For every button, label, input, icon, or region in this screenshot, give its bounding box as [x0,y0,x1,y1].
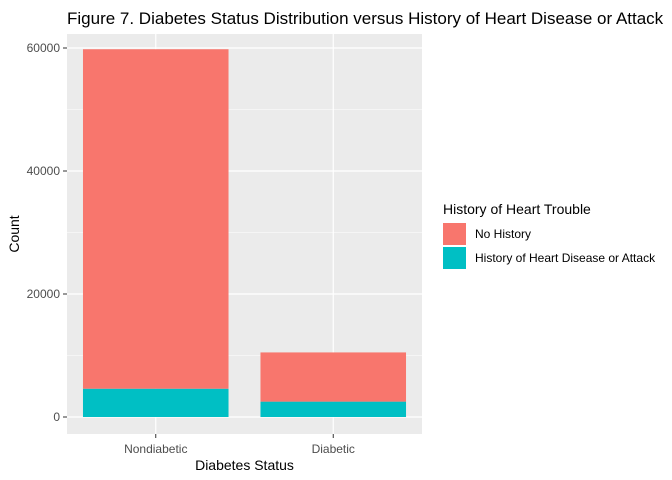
x-axis-ticks: Nondiabetic Diabetic [124,434,355,456]
y-tick-label: 0 [53,410,60,424]
x-tick-label: Nondiabetic [124,442,187,456]
legend: History of Heart Trouble No History Histo… [443,201,656,269]
bar-segment [260,401,407,417]
chart-title: Figure 7. Diabetes Status Distribution v… [67,9,664,28]
y-tick-label: 20000 [27,287,61,301]
x-tick-label: Diabetic [312,442,355,456]
bar-segment [82,49,229,389]
y-tick-label: 60000 [27,41,61,55]
y-axis-title: Count [6,215,22,252]
bars [82,49,407,417]
legend-key [443,223,466,245]
bar-segment [260,352,407,402]
x-axis-title: Diabetes Status [195,457,294,473]
legend-key [443,247,466,269]
legend-items: No History History of Heart Disease or At… [443,223,656,269]
legend-title: History of Heart Trouble [443,201,591,217]
legend-label: No History [475,227,531,241]
bar-segment [82,388,229,417]
y-tick-label: 40000 [27,164,61,178]
legend-label: History of Heart Disease or Attack [475,251,656,265]
y-axis-ticks: 0 20000 40000 60000 [27,41,67,424]
